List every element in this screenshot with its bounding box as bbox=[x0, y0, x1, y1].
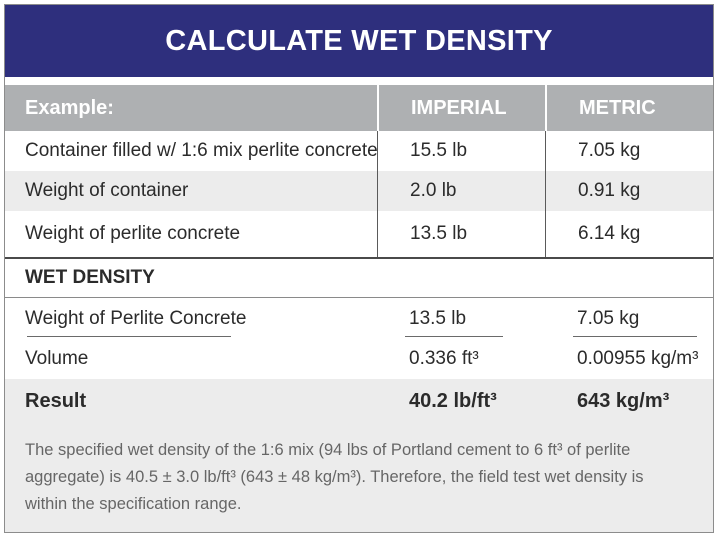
result-label: Result bbox=[25, 389, 87, 412]
row-label: Volume bbox=[25, 348, 89, 369]
table-row: Container filled w/ 1:6 mix perlite conc… bbox=[5, 131, 713, 171]
table-row: Weight of perlite concrete 13.5 lb 6.14 … bbox=[5, 211, 713, 257]
row-metric: 6.14 kg bbox=[545, 211, 713, 257]
header-metric: METRIC bbox=[545, 85, 713, 131]
table-header: Example: IMPERIAL METRIC bbox=[5, 85, 713, 131]
row-metric: 7.05 kg bbox=[577, 308, 640, 329]
row-imperial: 15.5 lb bbox=[377, 131, 545, 171]
note-line: The specified wet density of the 1:6 mix… bbox=[25, 441, 631, 459]
note-line: within the specification range. bbox=[25, 495, 242, 513]
result-metric: 643 kg/m³ bbox=[577, 389, 670, 412]
divider bbox=[5, 297, 713, 298]
header-example: Example: bbox=[25, 96, 114, 119]
result-row: Result 40.2 lb/ft³ 643 kg/m³ bbox=[5, 379, 713, 423]
divider bbox=[5, 257, 713, 259]
row-imperial: 13.5 lb bbox=[377, 211, 545, 257]
row-label: Weight of Perlite Concrete bbox=[25, 308, 247, 329]
row-metric: 7.05 kg bbox=[545, 131, 713, 171]
fraction-line bbox=[27, 336, 231, 337]
row-imperial: 2.0 lb bbox=[377, 171, 545, 211]
row-imperial: 13.5 lb bbox=[409, 308, 467, 329]
row-label: Weight of perlite concrete bbox=[25, 223, 241, 244]
note-line: aggregate) is 40.5 ± 3.0 lb/ft³ (643 ± 4… bbox=[25, 468, 644, 486]
fraction-line bbox=[405, 336, 503, 337]
wet-density-card: CALCULATE WET DENSITY Example: IMPERIAL … bbox=[4, 4, 714, 533]
page-title: CALCULATE WET DENSITY bbox=[165, 24, 553, 57]
header-imperial: IMPERIAL bbox=[377, 85, 545, 131]
result-imperial: 40.2 lb/ft³ bbox=[409, 389, 497, 412]
row-label: Weight of container bbox=[25, 180, 189, 201]
row-imperial: 0.336 ft³ bbox=[409, 348, 479, 369]
row-label: Container filled w/ 1:6 mix perlite conc… bbox=[25, 140, 378, 161]
row-metric: 0.00955 kg/m³ bbox=[577, 348, 699, 369]
fraction-line bbox=[573, 336, 697, 337]
title-bar: CALCULATE WET DENSITY bbox=[5, 5, 713, 77]
table-row: Weight of Perlite Concrete 13.5 lb 7.05 … bbox=[5, 299, 713, 339]
specification-note: The specified wet density of the 1:6 mix… bbox=[5, 423, 713, 532]
section-heading-row: WET DENSITY bbox=[5, 259, 713, 297]
row-metric: 0.91 kg bbox=[545, 171, 713, 211]
table-row: Volume 0.336 ft³ 0.00955 kg/m³ bbox=[5, 339, 713, 379]
table-row: Weight of container 2.0 lb 0.91 kg bbox=[5, 171, 713, 211]
section-label: WET DENSITY bbox=[25, 267, 155, 288]
